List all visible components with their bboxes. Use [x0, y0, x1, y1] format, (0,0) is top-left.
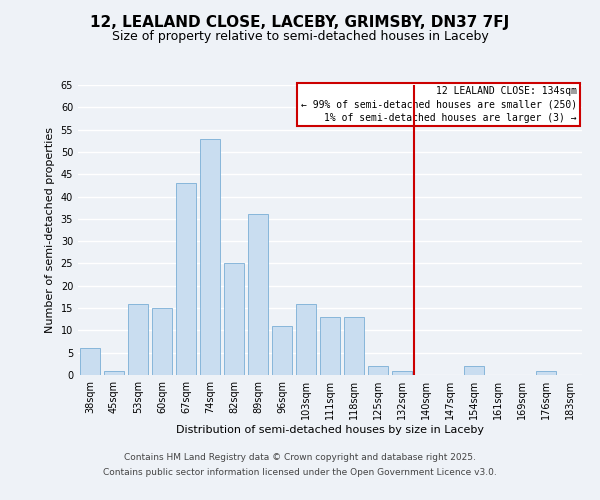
Text: Contains public sector information licensed under the Open Government Licence v3: Contains public sector information licen…: [103, 468, 497, 477]
Bar: [176, 183, 196, 375]
X-axis label: Distribution of semi-detached houses by size in Laceby: Distribution of semi-detached houses by …: [176, 425, 484, 435]
Bar: [320, 317, 340, 375]
Bar: [128, 304, 148, 375]
Bar: [272, 326, 292, 375]
Bar: [296, 304, 316, 375]
Text: 12, LEALAND CLOSE, LACEBY, GRIMSBY, DN37 7FJ: 12, LEALAND CLOSE, LACEBY, GRIMSBY, DN37…: [91, 15, 509, 30]
Bar: [200, 138, 220, 375]
Bar: [152, 308, 172, 375]
Text: Size of property relative to semi-detached houses in Laceby: Size of property relative to semi-detach…: [112, 30, 488, 43]
Bar: [248, 214, 268, 375]
Bar: [536, 370, 556, 375]
Bar: [344, 317, 364, 375]
Text: Contains HM Land Registry data © Crown copyright and database right 2025.: Contains HM Land Registry data © Crown c…: [124, 453, 476, 462]
Bar: [80, 348, 100, 375]
Bar: [224, 264, 244, 375]
Text: 12 LEALAND CLOSE: 134sqm
← 99% of semi-detached houses are smaller (250)
1% of s: 12 LEALAND CLOSE: 134sqm ← 99% of semi-d…: [301, 86, 577, 123]
Bar: [392, 370, 412, 375]
Bar: [104, 370, 124, 375]
Bar: [368, 366, 388, 375]
Y-axis label: Number of semi-detached properties: Number of semi-detached properties: [45, 127, 55, 333]
Bar: [464, 366, 484, 375]
